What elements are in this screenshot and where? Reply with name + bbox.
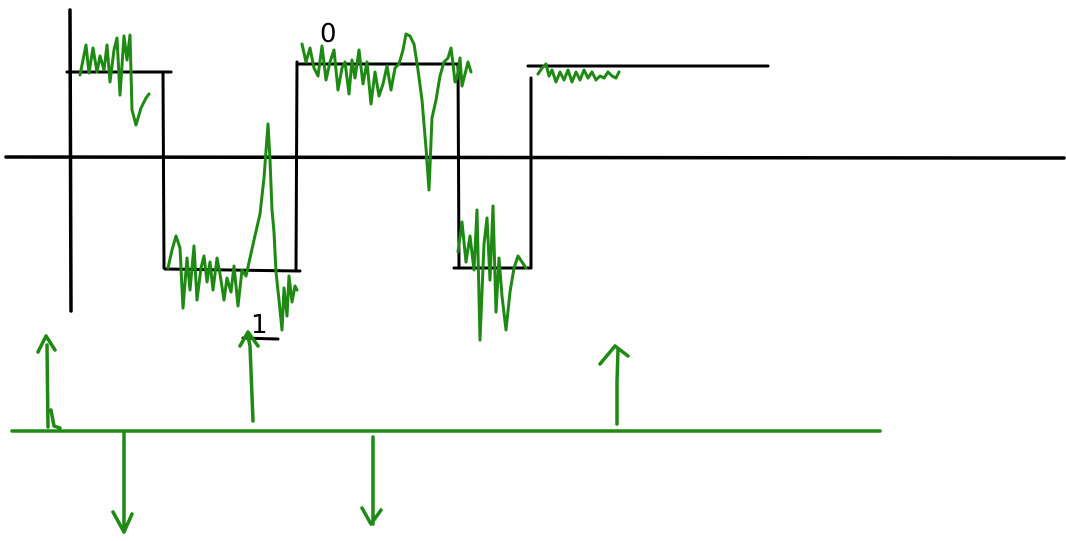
impulse-up-2: [238, 330, 260, 423]
noisy-signal: [78, 32, 621, 342]
arrow-down-icon: [111, 430, 134, 534]
noise-burst-high-1: [78, 33, 151, 127]
noise-burst-high-3: [536, 62, 621, 84]
one-mark: 1: [251, 310, 268, 340]
amplitude-axis: [68, 8, 73, 313]
ideal-square-wave: [65, 60, 770, 273]
impulse-up-3: [598, 344, 630, 426]
square-wave-edge-3: [456, 62, 461, 270]
noise-burst-low-1: [166, 122, 299, 332]
axes: [4, 8, 1066, 313]
arrow-up-icon: [238, 330, 260, 423]
arrow-up-icon: [36, 334, 62, 430]
arrow-up-icon: [598, 344, 630, 426]
noise-burst-high-2: [300, 32, 473, 192]
noise-burst-low-2: [456, 204, 528, 342]
impulse-down-1: [111, 430, 134, 534]
square-wave-edge-1: [161, 70, 166, 270]
impulse-train: [10, 330, 882, 534]
arrow-down-icon: [360, 435, 383, 526]
impulse-up-1: [36, 334, 62, 430]
time-axis: [4, 155, 1066, 160]
impulse-down-2: [360, 435, 383, 526]
zero-mark: 0: [320, 19, 337, 49]
square-wave-edge-2: [294, 60, 299, 272]
